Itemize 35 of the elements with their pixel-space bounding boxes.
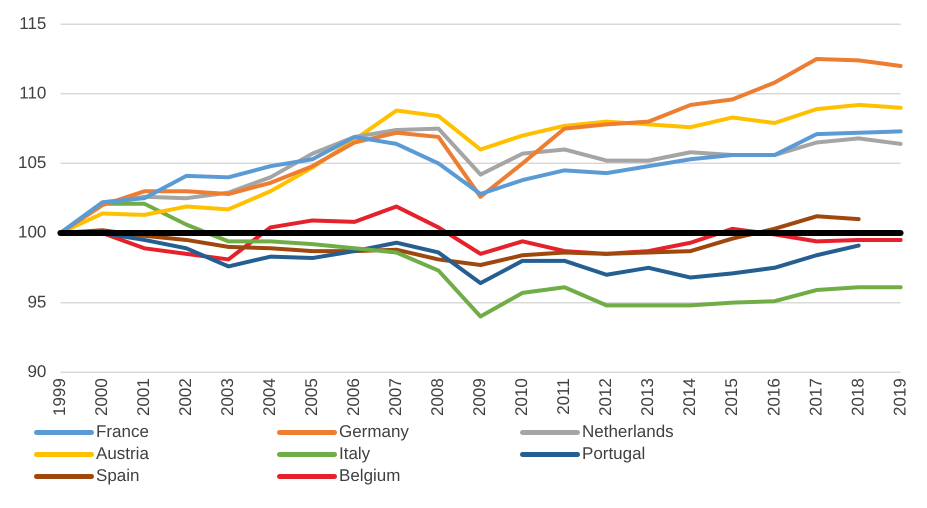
x-tick-label: 2001	[134, 378, 154, 416]
y-tick-label: 95	[27, 292, 46, 312]
x-tick-label: 2010	[512, 378, 532, 416]
y-tick-label: 100	[18, 222, 46, 242]
y-tick-label: 105	[18, 153, 46, 172]
y-tick-label: 110	[19, 83, 46, 102]
legend-label: Netherlands	[582, 422, 674, 442]
x-tick-label: 2011	[554, 378, 574, 415]
x-tick-label: 2007	[386, 378, 406, 416]
legend-label: Austria	[96, 444, 149, 464]
y-tick-label: 90	[27, 362, 46, 381]
x-tick-label: 2016	[764, 378, 784, 416]
x-tick-label: 2004	[260, 378, 280, 416]
x-tick-label: 2013	[638, 378, 658, 416]
x-tick-label: 2008	[428, 378, 448, 416]
y-tick-label: 115	[19, 14, 46, 33]
x-tick-label: 2015	[722, 378, 742, 416]
legend-label: Germany	[339, 422, 409, 442]
x-tick-label: 2012	[596, 378, 616, 416]
x-tick-label: 2014	[680, 378, 700, 416]
legend-label: Belgium	[339, 466, 400, 486]
x-tick-label: 2017	[806, 378, 826, 416]
legend-label: France	[96, 422, 149, 442]
x-tick-label: 2019	[890, 378, 910, 416]
x-tick-label: 2003	[218, 378, 238, 416]
x-tick-label: 2018	[848, 378, 868, 416]
x-tick-label: 2002	[176, 378, 196, 416]
x-tick-label: 2009	[470, 378, 490, 416]
x-tick-label: 2000	[92, 378, 112, 416]
x-tick-label: 1999	[50, 378, 70, 416]
x-tick-label: 2005	[302, 378, 322, 416]
x-tick-label: 2006	[344, 378, 364, 416]
legend-label: Italy	[339, 444, 370, 464]
legend-label: Spain	[96, 466, 140, 486]
legend-label: Portugal	[582, 444, 646, 464]
